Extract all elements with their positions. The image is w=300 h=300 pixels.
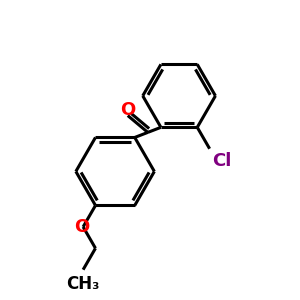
Text: CH₃: CH₃	[66, 275, 100, 293]
Text: O: O	[74, 218, 89, 236]
Text: O: O	[120, 101, 135, 119]
Text: Cl: Cl	[212, 152, 232, 169]
